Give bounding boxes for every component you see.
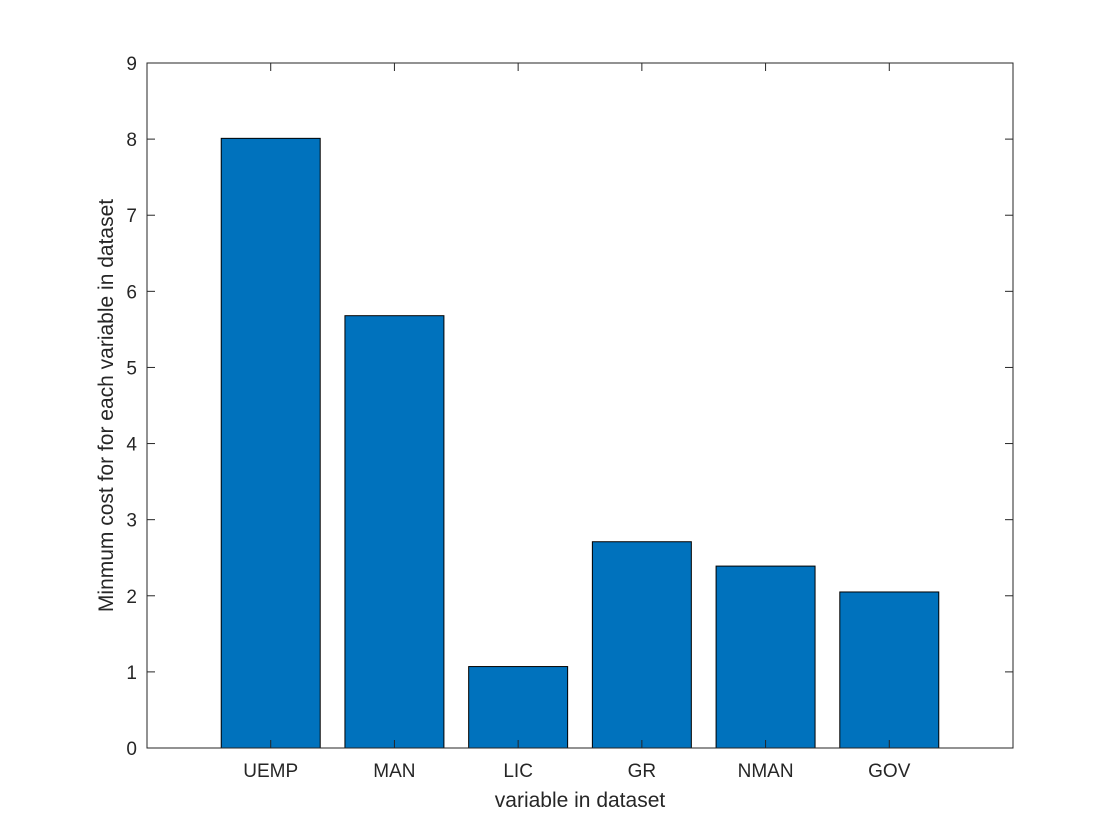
bars-layer <box>220 137 940 749</box>
bar-gr <box>591 541 692 749</box>
bar-lic <box>468 666 569 749</box>
x-tick-label: UEMP <box>243 761 298 782</box>
y-tick-label: 0 <box>126 739 137 760</box>
x-tick-label: NMAN <box>738 761 794 782</box>
x-tick-label: GOV <box>868 761 911 782</box>
ticks-layer: UEMP MAN LIC GR NMAN GOV 0 1 2 3 4 5 6 7 8 9 <box>126 54 1013 782</box>
y-tick-label: 8 <box>126 130 137 151</box>
y-tick-label: 3 <box>126 511 137 532</box>
y-tick-label: 2 <box>126 587 137 608</box>
bar-nman <box>715 565 816 749</box>
y-axis-title: Minmum cost for for each variable in dat… <box>95 199 118 612</box>
x-tick-label: GR <box>628 761 657 782</box>
bar-uemp <box>220 137 321 749</box>
y-tick-label: 7 <box>126 206 137 227</box>
y-tick-label: 1 <box>126 663 137 684</box>
x-axis-title: variable in dataset <box>495 789 666 812</box>
bar-gov <box>839 591 940 749</box>
y-tick-label: 9 <box>126 54 137 75</box>
x-tick-label: LIC <box>503 761 533 782</box>
y-tick-label: 4 <box>126 435 137 456</box>
y-tick-label: 6 <box>126 282 137 303</box>
x-tick-label: MAN <box>373 761 415 782</box>
y-tick-label: 5 <box>126 358 137 379</box>
bar-man <box>344 315 445 749</box>
axes-box <box>146 62 1014 749</box>
